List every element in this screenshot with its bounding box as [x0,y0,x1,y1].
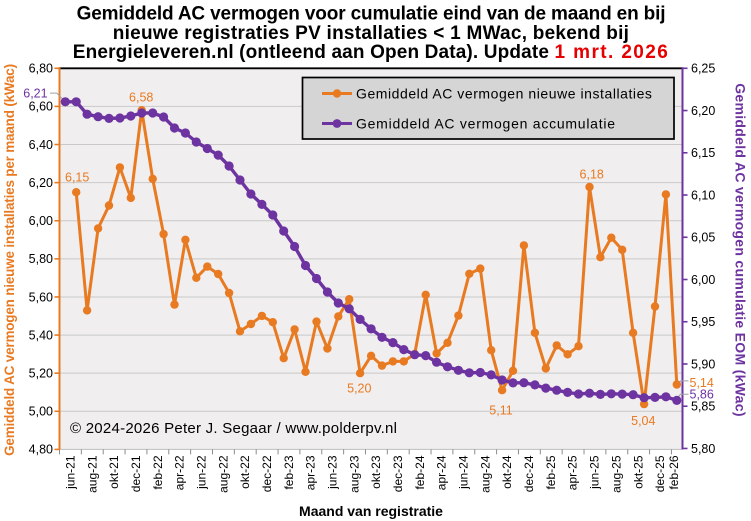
svg-text:jun-21: jun-21 [63,455,77,490]
svg-text:5,80: 5,80 [29,252,53,266]
svg-text:Gemiddeld AC vermogen nieuwe i: Gemiddeld AC vermogen nieuwe installatie… [356,86,652,102]
svg-text:okt-22: okt-22 [238,455,252,489]
svg-text:feb-22: feb-22 [151,455,165,489]
svg-text:5,20: 5,20 [29,367,53,381]
svg-text:apr-23: apr-23 [304,455,318,490]
svg-text:feb-23: feb-23 [282,455,296,489]
svg-text:aug-22: aug-22 [216,455,230,493]
svg-text:5,04: 5,04 [631,414,655,428]
svg-text:5,80: 5,80 [691,442,715,456]
svg-text:jun-24: jun-24 [457,455,471,490]
svg-text:dec-23: dec-23 [391,455,405,492]
svg-text:okt-21: okt-21 [107,455,121,489]
svg-text:jun-25: jun-25 [588,455,602,490]
svg-text:nieuwe registraties PV instal: nieuwe registraties PV installaties < 1 … [113,23,629,44]
svg-text:Gemiddeld AC vermogen nieuwe i: Gemiddeld AC vermogen nieuwe installatie… [2,64,17,456]
svg-text:okt-24: okt-24 [500,455,514,489]
svg-text:Gemiddeld AC vermogen accumula: Gemiddeld AC vermogen accumulatie [356,116,616,132]
svg-text:aug-23: aug-23 [347,455,361,493]
svg-text:okt-25: okt-25 [631,455,645,489]
svg-text:6,15: 6,15 [65,171,89,185]
svg-text:5,85: 5,85 [691,400,715,414]
svg-text:6,58: 6,58 [129,91,153,105]
svg-text:apr-22: apr-22 [173,455,187,490]
svg-text:feb-25: feb-25 [544,455,558,489]
svg-text:aug-24: aug-24 [478,455,492,493]
svg-text:okt-23: okt-23 [369,455,383,489]
svg-text:apr-25: apr-25 [566,455,580,490]
svg-text:Energieleveren.nl (ontleend: Energieleveren.nl (ontleend aan Open Dat… [73,42,669,63]
svg-text:feb-24: feb-24 [413,455,427,489]
svg-text:apr-24: apr-24 [435,455,449,490]
svg-text:6,15: 6,15 [691,146,715,160]
svg-text:dec-24: dec-24 [522,455,536,492]
svg-text:Maand van registratie: Maand van registratie [299,503,443,519]
svg-text:feb-26: feb-26 [667,455,681,489]
svg-text:aug-25: aug-25 [609,455,623,493]
svg-text:6,18: 6,18 [580,168,604,182]
svg-text:6,20: 6,20 [691,104,715,118]
svg-text:5,40: 5,40 [29,328,53,342]
svg-text:6,40: 6,40 [29,138,53,152]
svg-text:6,10: 6,10 [691,188,715,202]
svg-text:Gemiddeld AC vermogen voor cu: Gemiddeld AC vermogen voor cumulatie ein… [77,4,666,25]
svg-text:5,86: 5,86 [690,388,714,402]
svg-text:5,14: 5,14 [690,376,714,390]
svg-text:6,21: 6,21 [23,86,47,100]
svg-text:6,80: 6,80 [29,62,53,76]
svg-text:jun-23: jun-23 [326,455,340,490]
svg-text:5,11: 5,11 [489,404,512,418]
svg-text:4,80: 4,80 [29,443,53,457]
svg-text:dec-25: dec-25 [653,455,667,492]
svg-text:5,90: 5,90 [691,357,715,371]
svg-text:aug-21: aug-21 [85,455,99,493]
svg-text:jun-22: jun-22 [195,455,209,490]
svg-text:Gemiddeld AC vermogen cumulati: Gemiddeld AC vermogen cumulatie EOM (kWa… [733,83,749,417]
svg-text:5,00: 5,00 [29,405,53,419]
svg-text:5,95: 5,95 [691,315,715,329]
svg-text:© 2024-2026 Peter J. Segaar /: © 2024-2026 Peter J. Segaar / www.polder… [70,420,397,437]
svg-text:6,00: 6,00 [29,214,53,228]
svg-text:5,20: 5,20 [347,382,371,396]
svg-text:6,20: 6,20 [29,176,53,190]
svg-text:6,05: 6,05 [691,231,715,245]
svg-text:6,00: 6,00 [691,273,715,287]
svg-text:dec-21: dec-21 [129,455,143,492]
svg-text:6,25: 6,25 [691,62,715,76]
svg-text:5,60: 5,60 [29,290,53,304]
svg-text:6,60: 6,60 [29,100,53,114]
svg-text:dec-22: dec-22 [260,455,274,492]
